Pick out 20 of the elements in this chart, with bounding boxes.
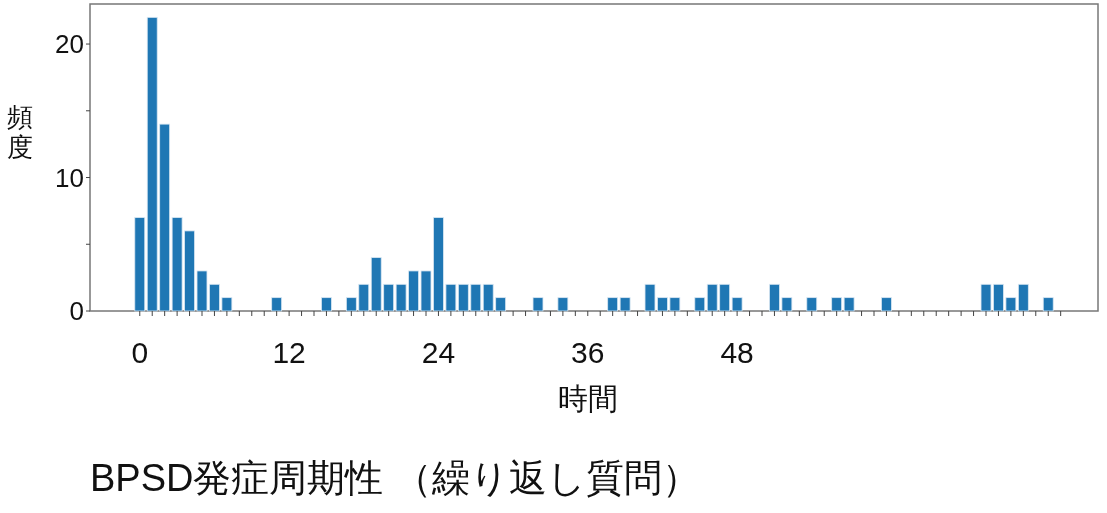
x-tick-label: 0 [131,336,149,369]
x-tick-label: 36 [571,336,605,369]
bar [881,297,892,312]
bar [134,217,146,312]
bar [532,297,544,312]
bar [321,297,332,312]
y-axis-title: 頻度 [7,101,33,162]
y-tick-label: 20 [55,29,84,60]
y-tick-label: 0 [69,296,84,327]
bar [557,297,569,312]
bar [271,297,283,312]
x-axis-title: 時間 [557,382,618,415]
x-tick-label: 12 [272,336,306,369]
bar [1042,297,1054,312]
bar [694,297,706,312]
x-tick-label: 24 [421,336,456,369]
text: BPSD発症周期性 （繰り返し質問） [90,457,701,499]
bar [806,297,818,312]
x-tick-label: 48 [720,336,754,369]
y-tick-label: 10 [55,162,84,193]
